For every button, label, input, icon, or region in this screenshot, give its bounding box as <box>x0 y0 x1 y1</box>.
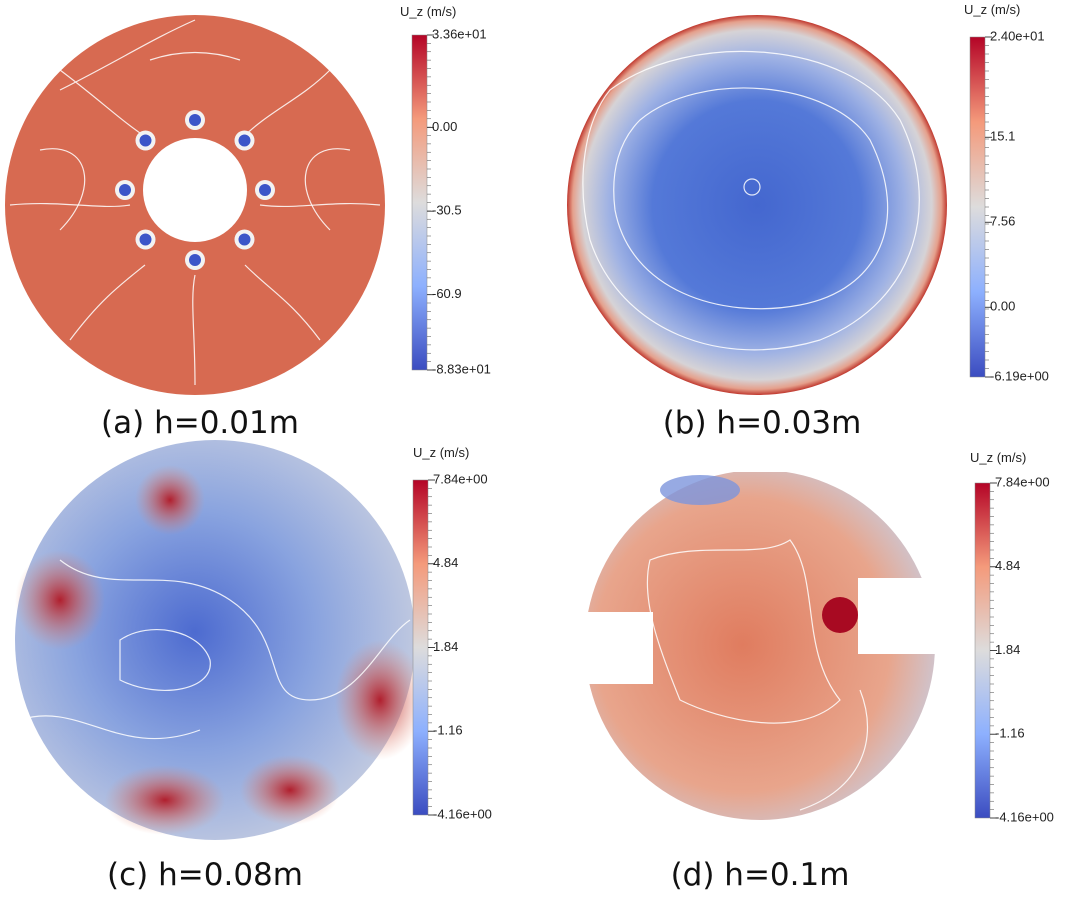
tick-label: -8.83e+01 <box>432 361 491 376</box>
colorbar <box>413 480 428 815</box>
injector-core <box>119 184 131 196</box>
tick-label: 1.84 <box>433 639 458 654</box>
colorbar <box>975 483 990 818</box>
tick-label: 7.56 <box>990 214 1015 229</box>
tick-label: 7.84e+00 <box>433 471 488 486</box>
field-c <box>15 440 425 840</box>
tick-label: 4.84 <box>433 555 458 570</box>
colorbar-title: U_z (m/s) <box>400 4 456 19</box>
tick-label: -1.16 <box>995 726 1025 741</box>
tick-label: 15.1 <box>990 129 1015 144</box>
tick-label: -30.5 <box>432 203 462 218</box>
injector-core <box>140 233 152 245</box>
tick-label: 4.84 <box>995 558 1020 573</box>
injector-core <box>259 184 271 196</box>
tick-label: -4.16e+00 <box>995 809 1054 824</box>
field-b <box>567 15 947 395</box>
colorbar-title: U_z (m/s) <box>964 2 1020 17</box>
injector-core <box>189 254 201 266</box>
injector-core <box>238 135 250 147</box>
injector-core <box>189 114 201 126</box>
colorbar-title: U_z (m/s) <box>970 450 1026 465</box>
tick-label: 2.40e+01 <box>990 28 1045 43</box>
tick-label: -6.19e+00 <box>990 368 1049 383</box>
colorbar-title: U_z (m/s) <box>413 445 469 460</box>
caption: (d) h=0.1m <box>671 857 850 893</box>
field-d <box>575 450 955 820</box>
tick-label: 0.00 <box>990 299 1015 314</box>
colorbar <box>970 37 985 377</box>
caption: (a) h=0.01m <box>101 405 299 441</box>
figure: (a) h=0.01m U_z (m/s) 3.36e+01 0.00 -30.5 -60… <box>0 0 1089 908</box>
caption: (c) h=0.08m <box>107 857 303 893</box>
tick-label: -4.16e+00 <box>433 806 492 821</box>
tick-label: 7.84e+00 <box>995 474 1050 489</box>
tick-label: 1.84 <box>995 642 1020 657</box>
caption: (b) h=0.03m <box>663 405 862 441</box>
injector-core <box>140 135 152 147</box>
tick-label: 0.00 <box>432 119 457 134</box>
tick-label: -60.9 <box>432 286 462 301</box>
tick-label: -1.16 <box>433 723 463 738</box>
injector-core <box>238 233 250 245</box>
field-a <box>5 15 385 395</box>
tick-label: 3.36e+01 <box>432 26 487 41</box>
colorbar <box>412 35 427 370</box>
